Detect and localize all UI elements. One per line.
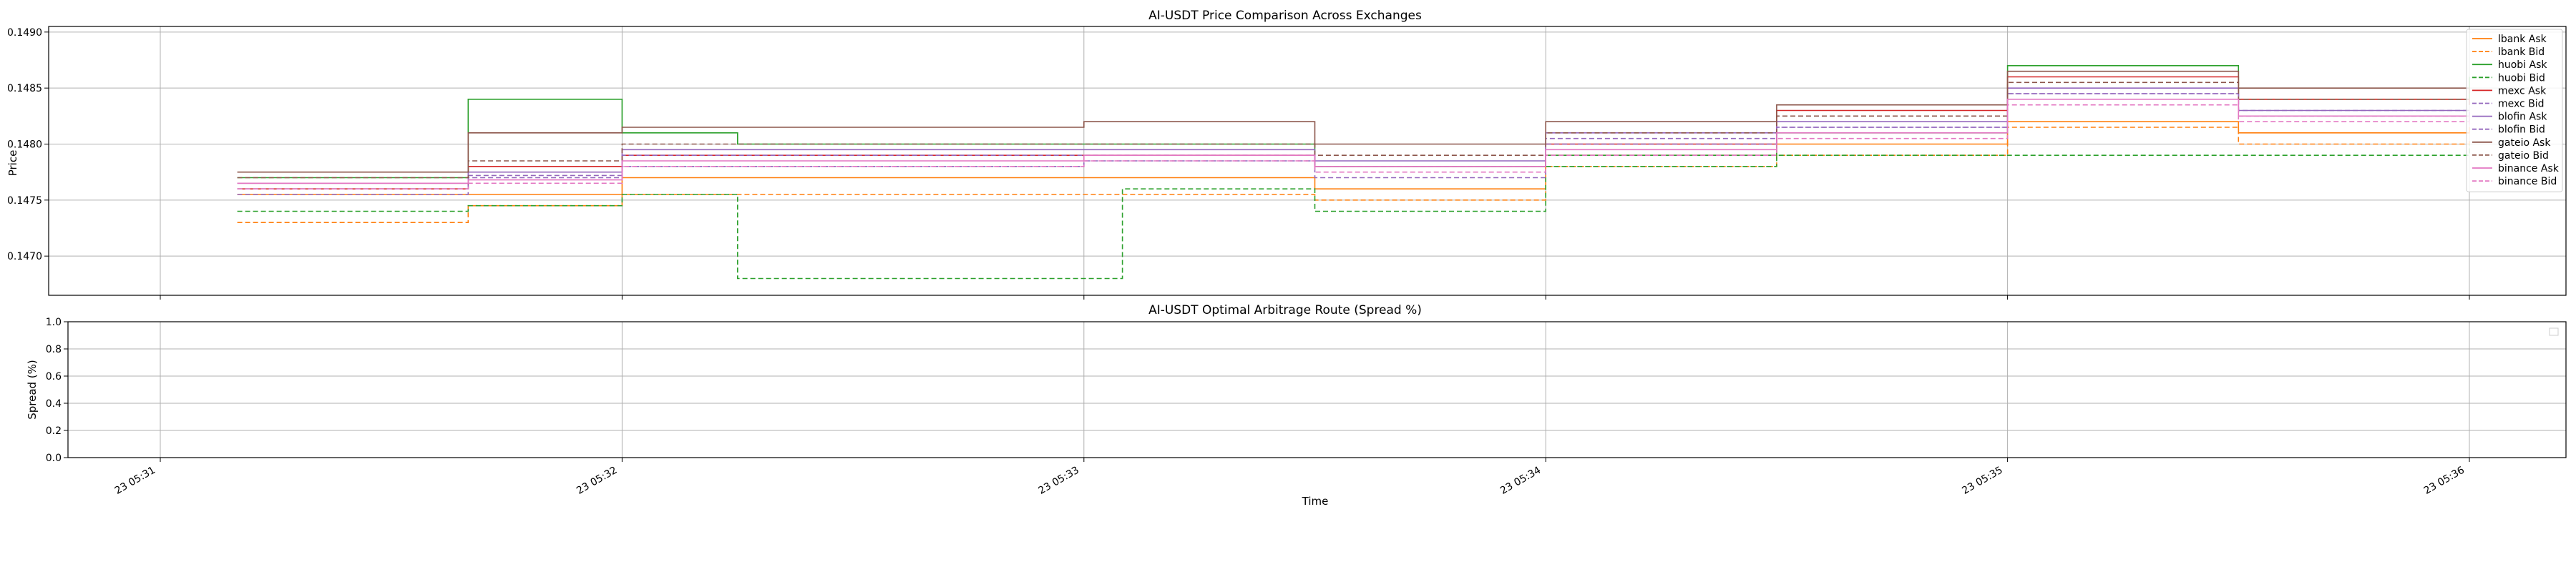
series-line-blofin-ask xyxy=(237,87,2469,184)
legend-label: blofin Ask xyxy=(2498,112,2547,123)
legend-box xyxy=(2466,29,2563,192)
spread-grid xyxy=(68,321,2566,458)
series-line-binance-ask xyxy=(237,99,2470,184)
x-tick-label: 23 05:33 xyxy=(1037,465,1081,497)
legend-label: lbank Ask xyxy=(2498,34,2547,45)
price-panel: AI-USDT Price Comparison Across Exchange… xyxy=(6,9,2567,300)
spread-x-axis-label: Time xyxy=(1302,495,1329,508)
y-tick-label: 0.8 xyxy=(46,344,62,355)
y-tick-label: 0.4 xyxy=(46,398,62,410)
price-y-axis-label: Price xyxy=(6,150,19,177)
x-tick-label: 23 05:36 xyxy=(2422,465,2467,497)
y-tick-label: 0.1475 xyxy=(7,195,42,207)
y-tick-label: 0.1470 xyxy=(7,251,42,262)
legend-label: huobi Bid xyxy=(2498,72,2545,84)
x-tick-label: 23 05:34 xyxy=(1498,465,1543,497)
x-tick-label: 23 05:32 xyxy=(575,465,619,497)
legend-label: blofin Bid xyxy=(2498,124,2545,136)
y-tick-label: 0.6 xyxy=(46,371,62,383)
legend-label: gateio Ask xyxy=(2498,137,2551,149)
spread-x-ticks: 23 05:31 23 05:32 23 05:33 23 05:34 23 05:35… xyxy=(113,458,2470,497)
legend-label: mexc Bid xyxy=(2498,99,2545,110)
series-line-lbank-bid xyxy=(237,127,2470,223)
legend-label: mexc Ask xyxy=(2498,85,2547,97)
x-tick-label: 23 05:31 xyxy=(113,465,157,497)
price-y-ticks: 0.1470 0.1475 0.1480 0.1485 0.1490 xyxy=(7,27,49,262)
y-tick-label: 0.1485 xyxy=(7,83,42,94)
series-line-gateio-bid xyxy=(237,82,2470,179)
series-line-binance-bid xyxy=(237,104,2470,189)
series-line-huobi-bid xyxy=(237,144,2470,280)
legend-label: huobi Ask xyxy=(2498,59,2547,71)
y-tick-label: 0.1480 xyxy=(7,139,42,151)
y-tick-label: 0.1490 xyxy=(7,27,42,39)
legend-label: binance Bid xyxy=(2498,176,2557,187)
spread-y-axis-label: Spread (%) xyxy=(26,360,39,420)
price-chart-title: AI-USDT Price Comparison Across Exchange… xyxy=(1148,9,1422,23)
y-tick-label: 0.0 xyxy=(46,453,62,464)
x-tick-label: 23 05:35 xyxy=(1960,465,2004,497)
price-x-ticks xyxy=(160,295,2470,300)
price-plot-frame xyxy=(48,26,2567,296)
legend-label: lbank Bid xyxy=(2498,46,2545,58)
spread-chart-title: AI-USDT Optimal Arbitrage Route (Spread … xyxy=(1148,303,1422,317)
spread-empty-legend xyxy=(2549,327,2559,336)
y-tick-label: 0.2 xyxy=(46,425,62,437)
legend-label: gateio Bid xyxy=(2498,150,2549,162)
spread-y-ticks: 0.0 0.2 0.4 0.6 0.8 1.0 xyxy=(46,317,68,464)
legend-label: binance Ask xyxy=(2498,163,2560,174)
spread-panel: AI-USDT Optimal Arbitrage Route (Spread … xyxy=(26,303,2567,508)
series-line-blofin-bid xyxy=(237,93,2469,189)
y-tick-label: 1.0 xyxy=(46,317,62,328)
spread-plot-frame xyxy=(67,321,2567,458)
price-series xyxy=(237,65,2470,280)
